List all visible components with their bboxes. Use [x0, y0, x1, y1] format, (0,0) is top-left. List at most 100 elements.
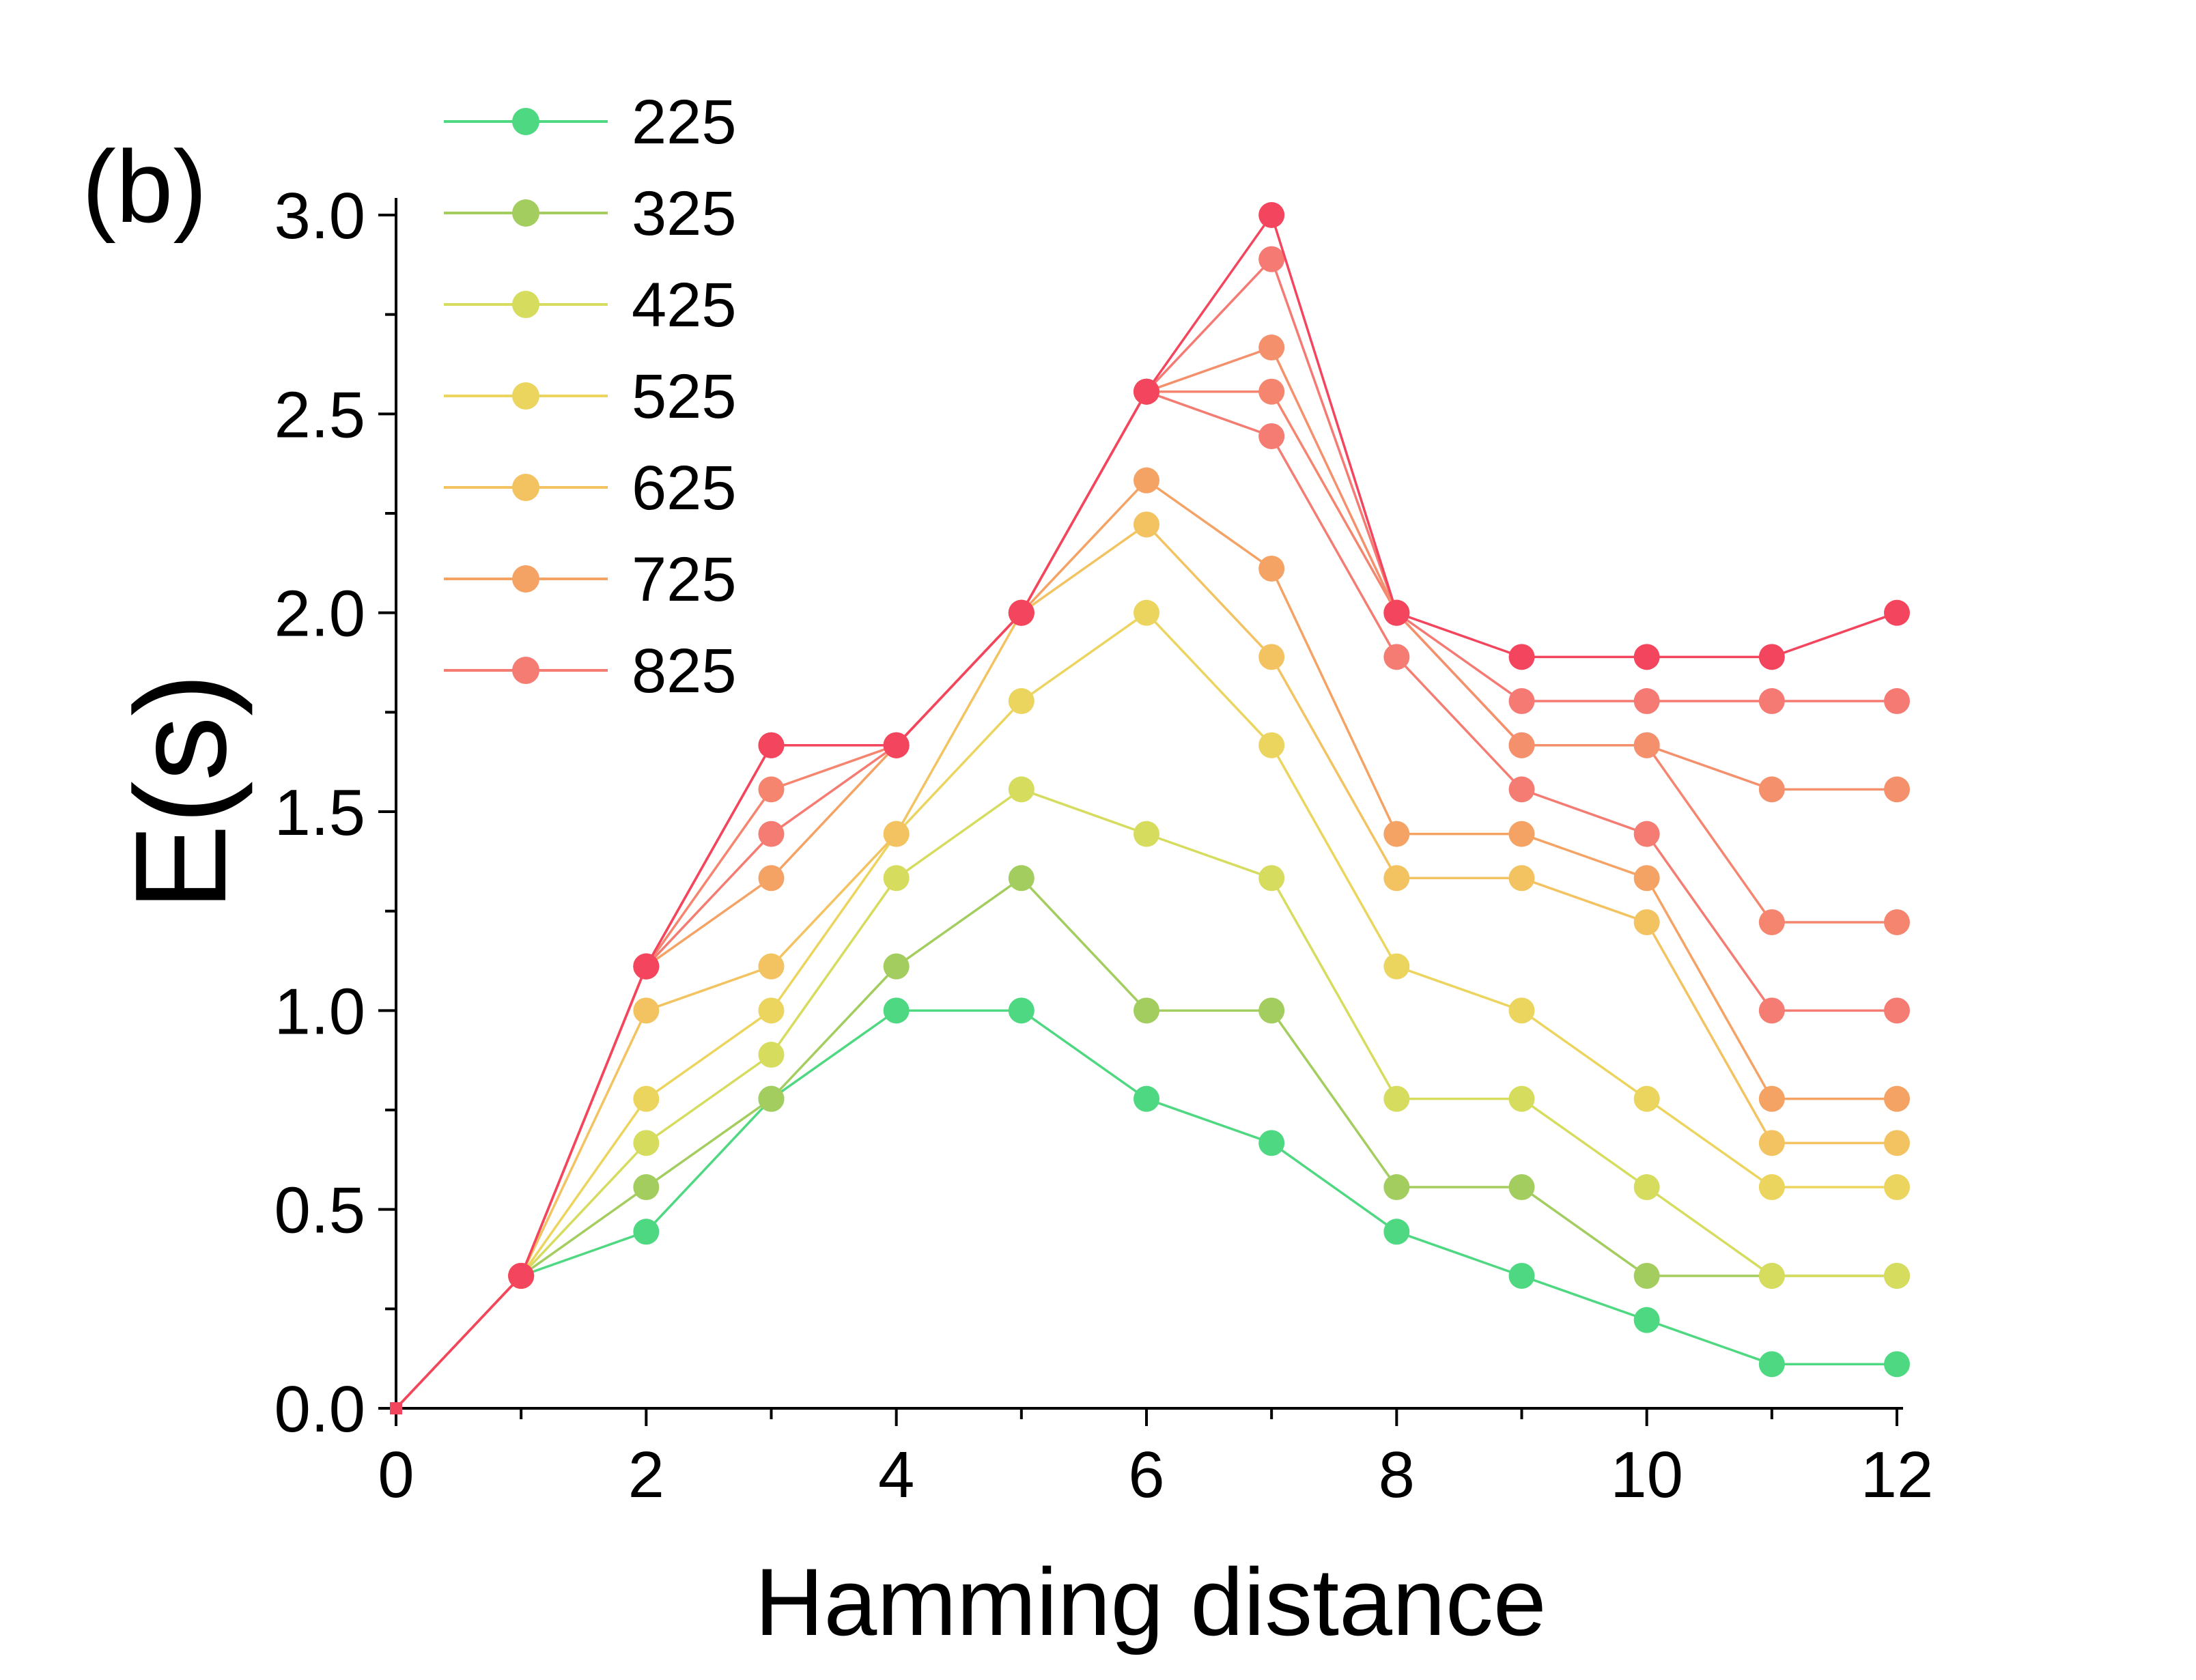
- data-point: [883, 732, 910, 758]
- legend-item-325: 325: [444, 179, 737, 248]
- data-point: [1758, 997, 1785, 1024]
- data-point: [1383, 953, 1410, 980]
- data-point: [1633, 865, 1660, 892]
- x-tick-label: 2: [628, 1438, 664, 1511]
- data-point: [1884, 1085, 1910, 1112]
- series-layer: [390, 202, 1910, 1414]
- y-axis-title: E(s): [109, 673, 253, 911]
- x-axis-title: Hamming distance: [755, 1548, 1546, 1655]
- data-point: [1258, 423, 1285, 449]
- y-tick-label: 2.5: [274, 378, 365, 451]
- x-tick-label: 10: [1610, 1438, 1683, 1511]
- data-point: [1884, 688, 1910, 715]
- data-point: [1258, 732, 1285, 758]
- data-point: [1508, 1262, 1535, 1289]
- data-point: [758, 776, 785, 803]
- data-point: [1258, 865, 1285, 892]
- legend-marker: [512, 657, 539, 684]
- data-point: [633, 1219, 660, 1245]
- data-point: [1258, 1130, 1285, 1156]
- data-point: [883, 821, 910, 847]
- data-point: [633, 1174, 660, 1201]
- data-point: [758, 1042, 785, 1068]
- series-625: [390, 511, 1910, 1414]
- data-point: [1508, 732, 1535, 758]
- legend-label: 325: [632, 179, 737, 248]
- data-point: [1134, 378, 1159, 405]
- data-point: [883, 997, 910, 1024]
- data-point: [1633, 821, 1660, 847]
- series-line: [395, 1009, 1897, 1410]
- data-point: [1258, 246, 1285, 272]
- data-point: [758, 732, 785, 758]
- data-point: [1383, 1219, 1410, 1245]
- data-point: [1383, 644, 1410, 670]
- data-point: [633, 1085, 660, 1112]
- legend-marker: [512, 474, 539, 501]
- data-point: [1884, 1351, 1910, 1378]
- legend-item-425: 425: [444, 270, 737, 340]
- y-tick-label: 1.0: [274, 975, 365, 1048]
- data-point: [1008, 997, 1034, 1024]
- x-tick-label: 12: [1861, 1438, 1934, 1511]
- data-point: [1633, 1085, 1660, 1112]
- legend-item-225: 225: [444, 87, 737, 157]
- axes: 0 2 4 6 8 10 12 0.0 0.5 1.0 1.5 2.0 2.5 3.0: [274, 180, 1934, 1511]
- data-point: [1758, 644, 1785, 670]
- data-point: [1508, 1174, 1535, 1201]
- legend-label: 825: [632, 636, 737, 706]
- y-tick-label: 0.5: [274, 1174, 365, 1247]
- legend-label: 725: [632, 545, 737, 614]
- series-225: [390, 997, 1910, 1414]
- legend-label: 225: [632, 87, 737, 157]
- x-tick-label: 4: [878, 1438, 914, 1511]
- data-point: [1383, 865, 1410, 892]
- data-point: [758, 953, 785, 980]
- data-point: [1758, 1351, 1785, 1378]
- data-point: [1884, 1130, 1910, 1156]
- data-point: [1258, 644, 1285, 670]
- legend-label: 425: [632, 270, 737, 340]
- series-extra-10: [390, 202, 1910, 1414]
- data-point: [1134, 1085, 1159, 1112]
- legend-marker: [512, 565, 539, 593]
- y-tick-label: 0.0: [274, 1373, 365, 1446]
- data-point: [1884, 1262, 1910, 1289]
- data-point: [1508, 1085, 1535, 1112]
- data-point: [1134, 511, 1159, 538]
- data-point: [1633, 1262, 1660, 1289]
- data-point: [1633, 909, 1660, 935]
- legend-marker: [512, 108, 539, 135]
- data-point: [1758, 1174, 1785, 1201]
- data-point: [1383, 821, 1410, 847]
- data-point: [883, 953, 910, 980]
- data-point: [1758, 1130, 1785, 1156]
- data-point: [1758, 1085, 1785, 1112]
- data-point: [758, 997, 785, 1024]
- data-point: [1258, 997, 1285, 1024]
- legend-item-825: 825: [444, 636, 737, 706]
- data-point: [1758, 1262, 1785, 1289]
- data-point: [1758, 776, 1785, 803]
- data-point: [1508, 997, 1535, 1024]
- data-point: [1008, 688, 1034, 715]
- y-tick-label: 3.0: [274, 180, 365, 253]
- data-point: [758, 865, 785, 892]
- data-point: [758, 821, 785, 847]
- data-point: [1383, 1085, 1410, 1112]
- data-point: [1884, 909, 1910, 935]
- data-point: [1633, 732, 1660, 758]
- legend-label: 525: [632, 362, 737, 431]
- data-point: [1884, 599, 1910, 626]
- series-line: [395, 345, 1897, 1410]
- data-point: [1633, 1307, 1660, 1333]
- data-point: [1008, 865, 1034, 892]
- data-point: [633, 997, 660, 1024]
- series-line: [395, 390, 1897, 1410]
- x-tick-label: 0: [378, 1438, 414, 1511]
- data-point: [1134, 821, 1159, 847]
- legend-marker: [512, 291, 539, 318]
- data-point: [1134, 599, 1159, 626]
- x-tick-label: 8: [1379, 1438, 1415, 1511]
